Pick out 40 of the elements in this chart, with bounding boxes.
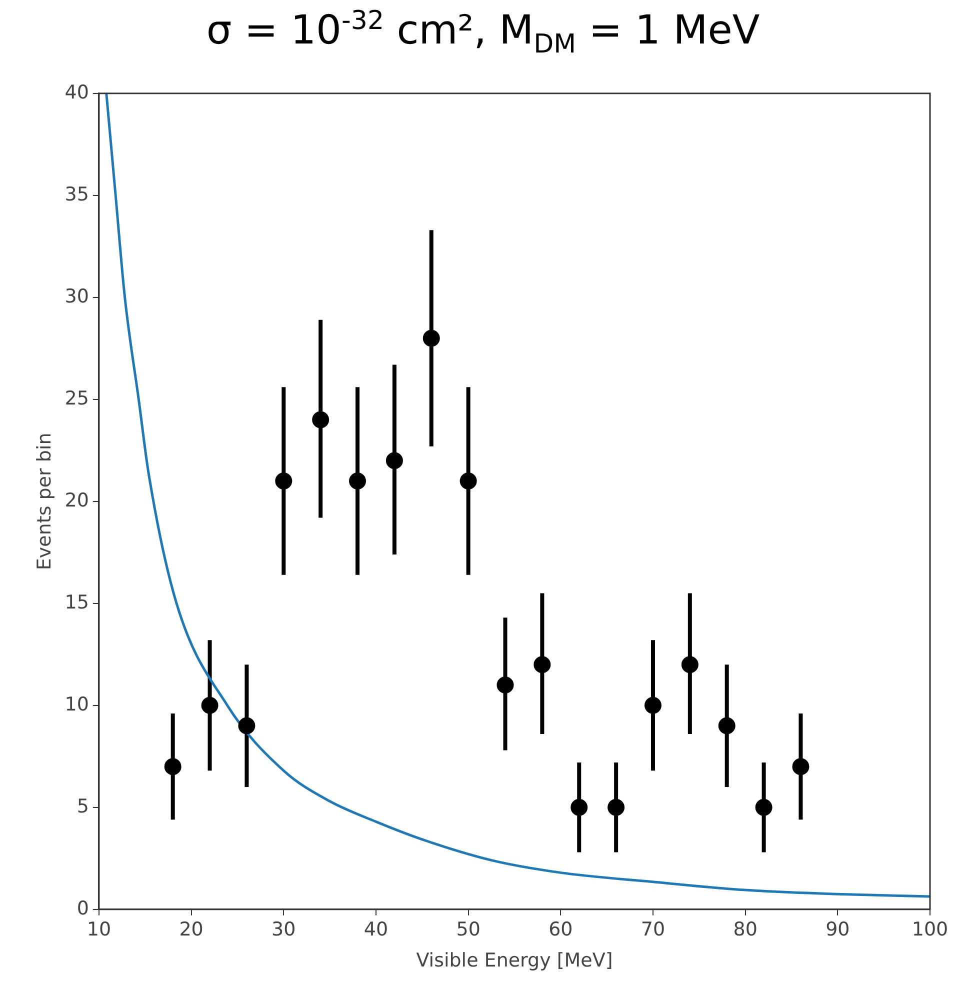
- point: [755, 798, 772, 816]
- y-tick-label: 25: [64, 387, 89, 410]
- point: [312, 411, 330, 428]
- point: [534, 656, 551, 674]
- x-tick-label: 60: [548, 918, 573, 941]
- point: [460, 472, 477, 490]
- x-tick-label: 20: [179, 918, 204, 941]
- y-tick-label: 35: [64, 183, 89, 206]
- point: [718, 717, 736, 734]
- y-tick-label: 0: [76, 897, 89, 920]
- x-tick-label: 50: [456, 918, 480, 941]
- point: [644, 696, 662, 714]
- y-tick-label: 10: [64, 693, 89, 716]
- x-tick-label: 40: [364, 918, 388, 941]
- y-tick-label: 40: [64, 81, 89, 104]
- point: [349, 472, 366, 490]
- point: [164, 758, 182, 776]
- y-tick-label: 15: [64, 591, 89, 614]
- point: [570, 798, 588, 816]
- point: [238, 717, 256, 734]
- point: [496, 676, 514, 694]
- y-axis-title: Events per bin: [33, 432, 56, 570]
- point: [792, 758, 810, 776]
- line-series: [105, 93, 930, 898]
- x-tick-label: 30: [272, 918, 296, 941]
- y-tick-label: 30: [64, 285, 89, 308]
- point: [201, 696, 218, 714]
- point: [275, 472, 292, 490]
- point: [422, 330, 440, 347]
- y-tick-label: 5: [76, 795, 89, 818]
- x-tick-label: 70: [640, 918, 666, 941]
- y-tick-label: 20: [64, 489, 89, 512]
- chart-title: σ = 10$^{-32}$ cm², M$_{DM}$ = 1 MeV: [205, 6, 761, 60]
- point: [386, 452, 403, 470]
- x-tick-label: 80: [733, 918, 758, 941]
- point: [681, 656, 698, 674]
- x-axis-title: Visible Energy [MeV]: [416, 950, 613, 972]
- x-tick-label: 100: [912, 918, 948, 941]
- x-tick-label: 90: [826, 918, 850, 941]
- point: [608, 798, 625, 816]
